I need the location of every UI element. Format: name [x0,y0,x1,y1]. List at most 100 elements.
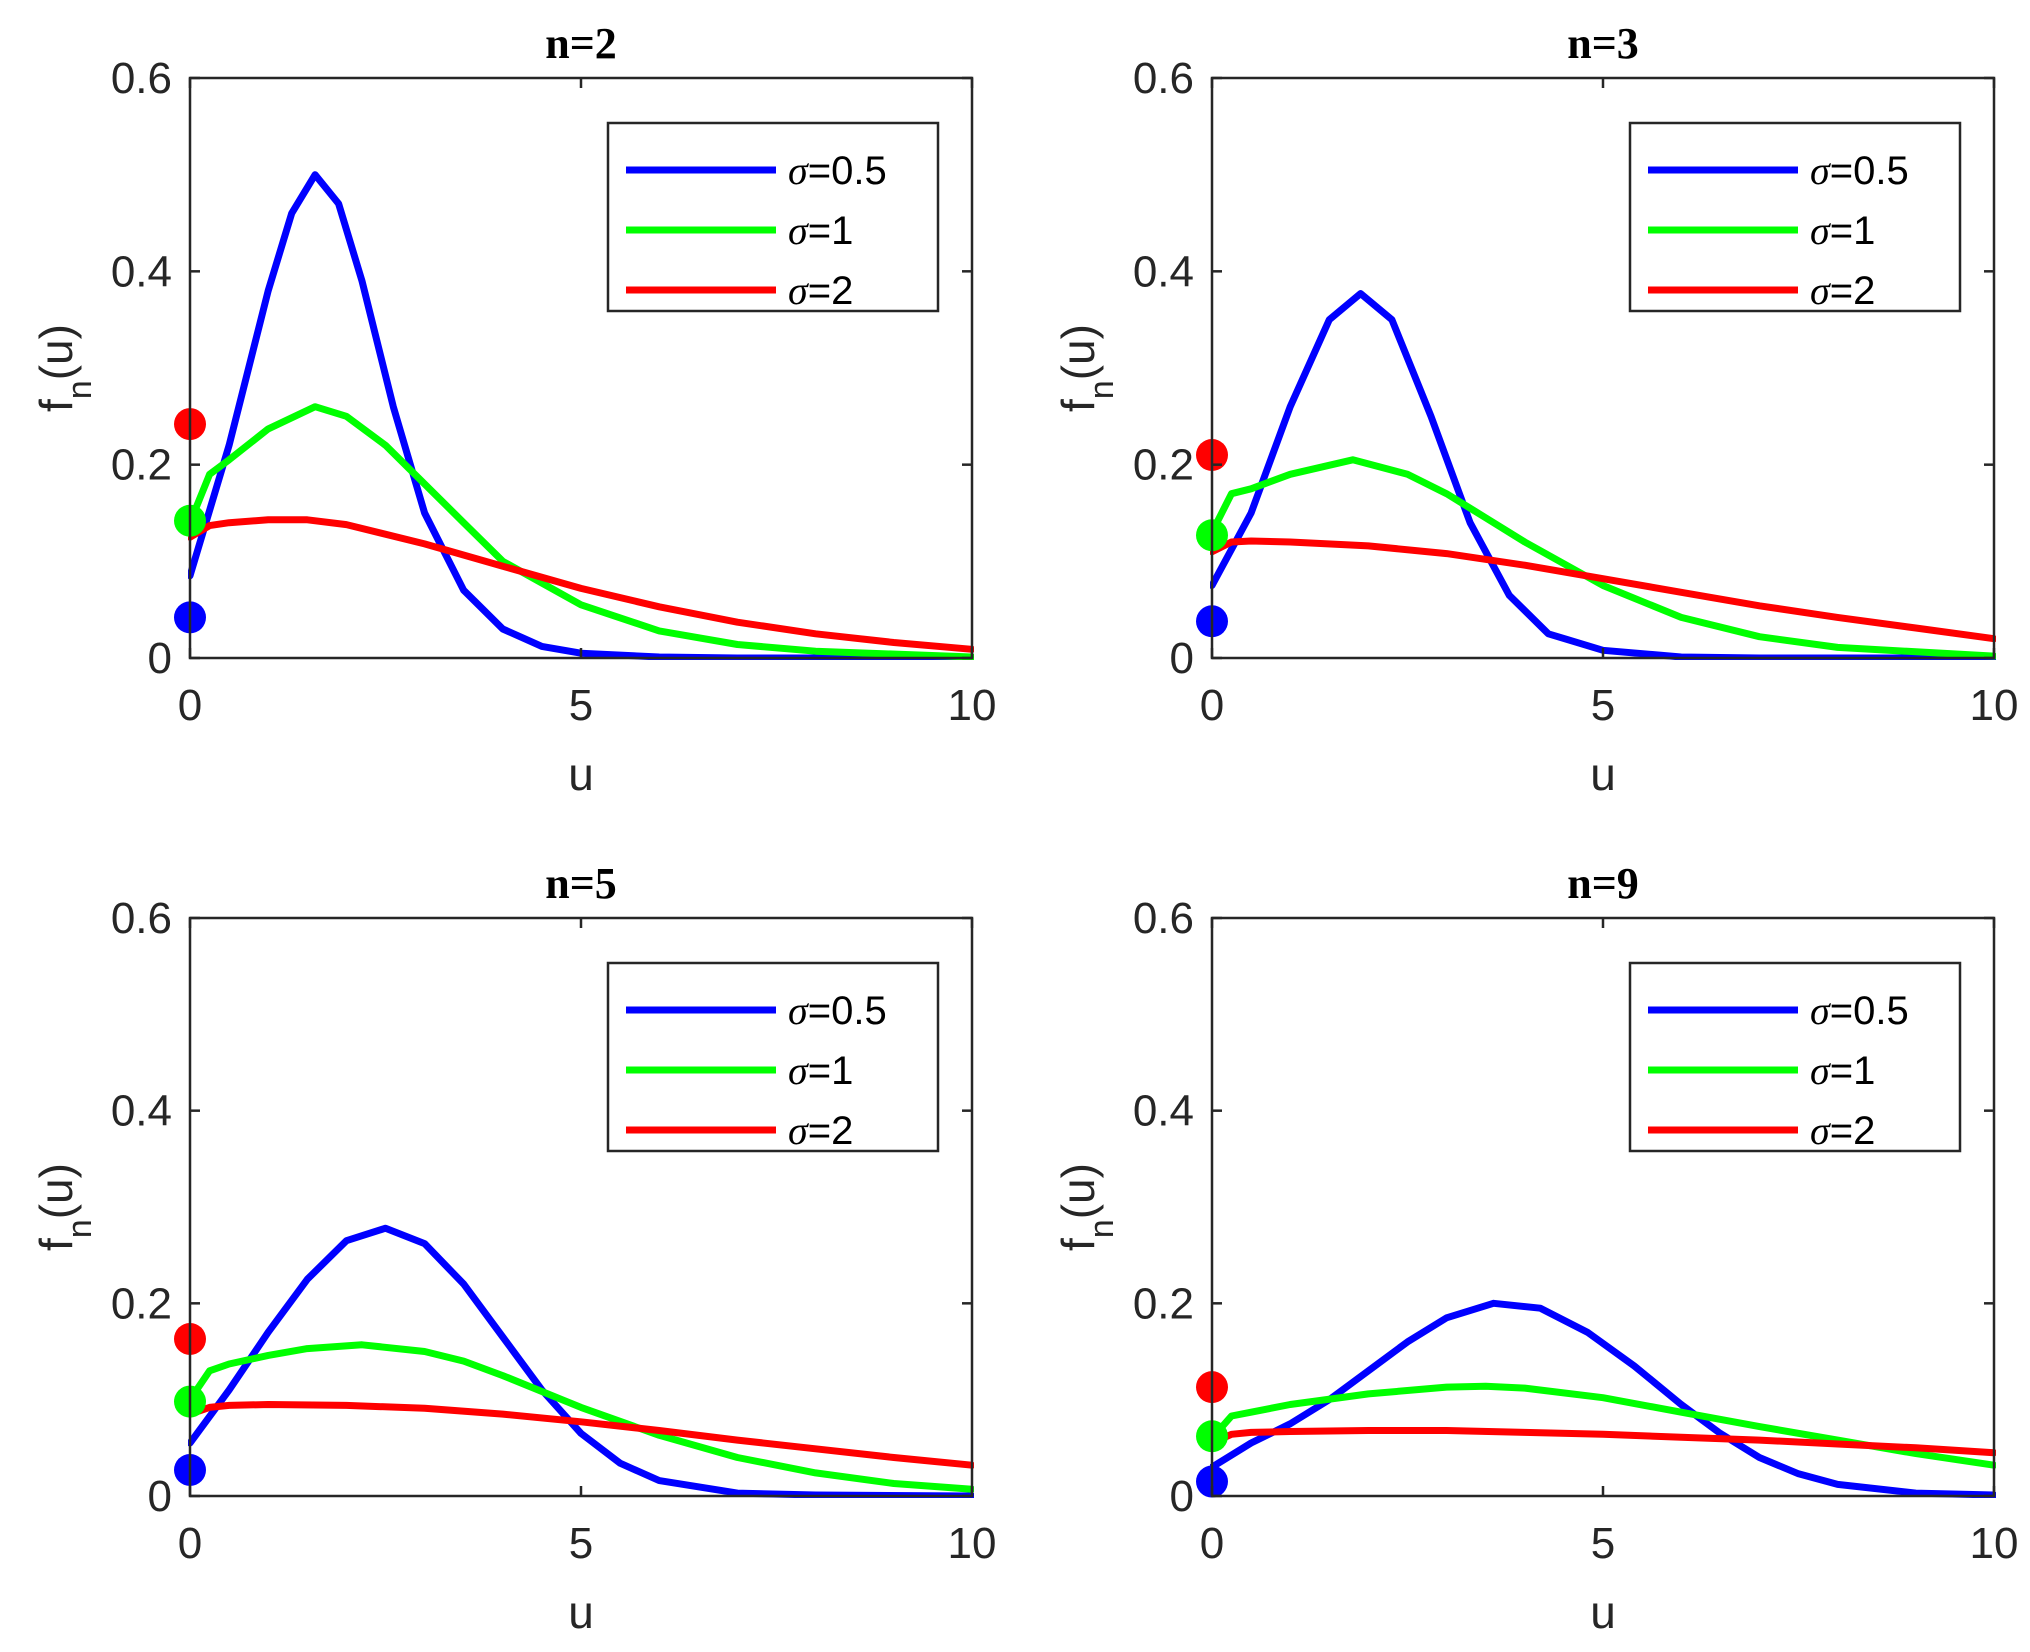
series-line-3 [188,516,974,653]
series-line-2 [188,403,974,660]
chart-title: n=2 [545,19,617,68]
y-label-rest: (u) [1052,324,1104,380]
y-label-rest: (u) [1052,1163,1104,1219]
y-tick-label: 0.6 [1133,894,1194,943]
x-tick-label: 10 [948,681,997,730]
legend-box [606,121,940,313]
legend-sigma: σ [1810,988,1831,1033]
legend-sigma: σ [1810,208,1831,253]
legend-sigma: σ [1810,1108,1831,1153]
legend-label-3: σ=2 [788,268,853,313]
legend-label-2: σ=1 [1810,208,1875,253]
y-tick-label: 0 [1170,1472,1194,1521]
series-line-3 [1210,537,1996,643]
y-tick-label: 0 [148,1472,172,1521]
y-label-base: f [1052,399,1104,412]
y-tick-label: 0.6 [111,894,172,943]
y-label-subscript: n [61,380,99,399]
y-label-base: f [30,1238,82,1251]
legend-sigma: σ [1810,1048,1831,1093]
legend-value: =1 [1830,209,1876,253]
y-tick-label: 0.6 [1133,54,1194,103]
legend-label-2: σ=1 [788,208,853,253]
x-axis-label: u [1590,1586,1616,1638]
series-line-1 [188,1224,974,1498]
x-tick-label: 10 [948,1519,997,1568]
legend-box [606,961,940,1153]
series-line-1 [1210,1299,1996,1498]
legend-value: =1 [808,1049,854,1093]
series-line-2 [188,1341,974,1493]
legend-sigma: σ [788,148,809,193]
legend-value: =0.5 [1830,149,1909,193]
legend-sigma: σ [788,1048,809,1093]
y-label-rest: (u) [30,324,82,380]
y-tick-label: 0.4 [1133,247,1194,296]
x-tick-label: 5 [569,681,593,730]
legend-box [1628,121,1962,313]
x-axis-label: u [1590,748,1616,800]
y-axis-label: fn(u) [1052,1163,1121,1251]
legend-sigma: σ [788,208,809,253]
y-label-base: f [30,399,82,412]
x-tick-label: 0 [178,1519,202,1568]
legend: σ=0.5σ=1σ=2 [606,121,940,313]
legend: σ=0.5σ=1σ=2 [606,961,940,1153]
legend-value: =0.5 [1830,989,1909,1033]
x-axis-label: u [568,1586,594,1638]
legend-value: =2 [808,1109,854,1153]
legend-box [1628,961,1962,1153]
y-label-rest: (u) [30,1163,82,1219]
y-axis-label: fn(u) [30,324,99,412]
legend-sigma: σ [788,988,809,1033]
legend: σ=0.5σ=1σ=2 [1628,121,1962,313]
y-tick-label: 0.4 [111,1087,172,1136]
legend-label-3: σ=2 [1810,1108,1875,1153]
y-label-base: f [1052,1238,1104,1251]
x-tick-label: 0 [1200,681,1224,730]
y-tick-label: 0.6 [111,54,172,103]
legend-label-1: σ=0.5 [788,988,887,1033]
legend-label-2: σ=1 [1810,1048,1875,1093]
series-line-3 [1210,1427,1996,1457]
y-tick-label: 0.2 [111,1279,172,1328]
series-line-2 [1210,1382,1996,1469]
legend-value: =0.5 [808,989,887,1033]
y-axis-label: fn(u) [30,1163,99,1251]
legend-value: =1 [1830,1049,1876,1093]
legend-label-3: σ=2 [1810,268,1875,313]
chart-title: n=3 [1567,19,1639,68]
legend-label-1: σ=0.5 [1810,148,1909,193]
y-axis-label: fn(u) [1052,324,1121,412]
legend-label-1: σ=0.5 [1810,988,1909,1033]
y-tick-label: 0.4 [1133,1087,1194,1136]
legend-value: =2 [1830,1109,1876,1153]
chart-title: n=9 [1567,859,1639,908]
series-line-3 [188,1401,974,1469]
y-tick-label: 0.2 [111,441,172,490]
y-label-subscript: n [1083,1219,1121,1238]
y-tick-label: 0.2 [1133,1279,1194,1328]
x-tick-label: 10 [1970,1519,2019,1568]
legend-label-3: σ=2 [788,1108,853,1153]
y-tick-label: 0 [1170,634,1194,683]
chart-title: n=5 [545,859,617,908]
series-line-2 [1210,456,1996,660]
x-tick-label: 5 [1591,681,1615,730]
y-tick-label: 0.2 [1133,441,1194,490]
legend-value: =1 [808,209,854,253]
legend-label-1: σ=0.5 [788,148,887,193]
y-label-subscript: n [1083,380,1121,399]
y-label-subscript: n [61,1219,99,1238]
legend-sigma: σ [788,1108,809,1153]
y-tick-label: 0.4 [111,247,172,296]
y-tick-label: 0 [148,634,172,683]
legend-value: =2 [808,269,854,313]
x-axis-label: u [568,748,594,800]
legend-label-2: σ=1 [788,1048,853,1093]
legend-value: =0.5 [808,149,887,193]
